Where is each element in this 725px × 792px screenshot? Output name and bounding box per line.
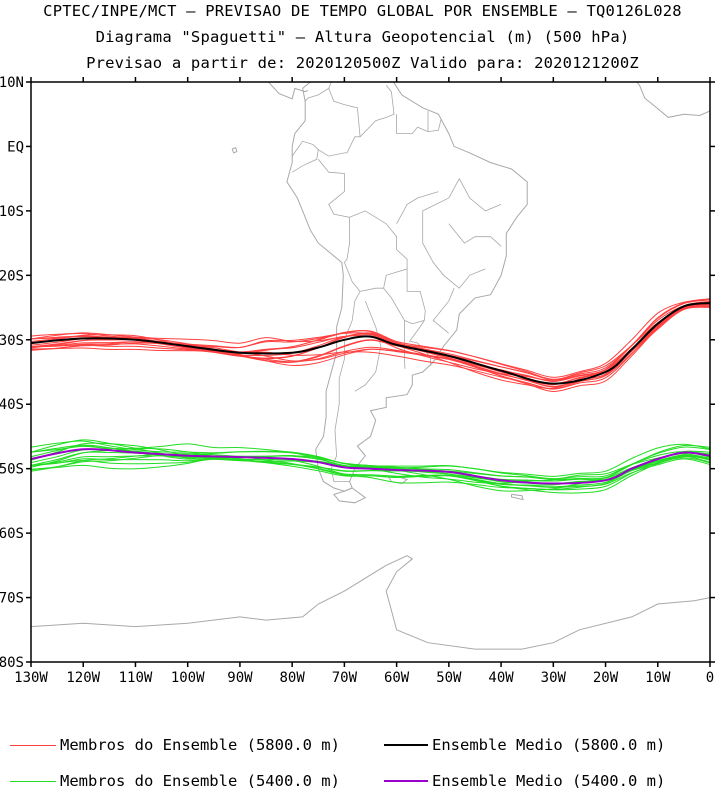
title-line-3: Previsao a partir de: 2020120500Z Valido…: [86, 54, 639, 72]
legend-item: Ensemble Medio (5400.0 m): [384, 771, 665, 791]
plot-frame: [30, 81, 711, 663]
legend-item: Membros do Ensemble (5800.0 m): [10, 735, 340, 755]
ensemble-member-5400-line: [31, 454, 710, 491]
country-border: [448, 223, 502, 247]
country-border: [328, 82, 361, 154]
country-border: [432, 288, 455, 334]
ensemble-member-5800-line: [31, 304, 710, 390]
y-tick-label: 80S: [0, 655, 24, 671]
x-tick-label: 40W: [488, 670, 514, 686]
coastline-tierra-del-fuego: [333, 487, 367, 504]
y-tick-label: 10N: [0, 75, 24, 91]
country-border: [422, 177, 502, 212]
coastline-south-america: [286, 82, 528, 492]
country-border: [304, 88, 329, 102]
ensemble-member-5400-line: [31, 454, 710, 494]
country-border: [427, 119, 442, 132]
y-tick-label: 10S: [0, 204, 24, 220]
ensemble-mean-5400-line: [31, 448, 710, 485]
x-tick-label: 90W: [227, 670, 253, 686]
country-border: [383, 268, 426, 325]
country-border: [318, 149, 347, 157]
country-border: [354, 300, 382, 392]
country-border: [359, 84, 395, 138]
x-tick-label: 80W: [280, 670, 306, 686]
ensemble-member-5400-line: [31, 454, 710, 490]
legend-item: Ensemble Medio (5800.0 m): [384, 735, 665, 755]
country-border: [396, 191, 439, 224]
x-tick-label: 70W: [332, 670, 358, 686]
legend-swatch: [10, 744, 56, 746]
ensemble-member-5400-line: [31, 453, 710, 489]
x-tick-label: 10W: [645, 670, 671, 686]
y-tick-label: 50S: [0, 462, 24, 478]
y-tick-label: 40S: [0, 397, 24, 413]
country-border: [396, 111, 429, 135]
country-border: [317, 159, 351, 263]
ensemble-member-5400-line: [31, 451, 710, 492]
legend-label: Membros do Ensemble (5400.0 m): [60, 772, 340, 790]
x-tick-label: 120W: [66, 670, 100, 686]
ensemble-member-5400-line: [31, 443, 710, 477]
y-tick-label: 30S: [0, 333, 24, 349]
legend-label: Ensemble Medio (5400.0 m): [432, 772, 666, 790]
x-tick-label: 110W: [119, 670, 153, 686]
y-tick-label: 20S: [0, 268, 24, 284]
y-tick-label: 70S: [0, 591, 24, 607]
country-border: [409, 320, 432, 366]
ensemble-means: [31, 302, 710, 485]
legend-swatch: [384, 780, 428, 782]
x-tick-label: 30W: [541, 670, 567, 686]
country-border: [349, 210, 408, 292]
coastline-galapagos: [231, 147, 238, 154]
x-tick-label: 50W: [436, 670, 462, 686]
x-tick-label: 20W: [593, 670, 619, 686]
ensemble-mean-5800-line: [31, 302, 710, 385]
coastline-africa: [636, 82, 710, 118]
coastline-antarctica: [31, 555, 710, 650]
country-border: [422, 210, 486, 289]
legend-label: Ensemble Medio (5800.0 m): [432, 736, 666, 754]
ensemble-members: [31, 298, 710, 494]
x-tick-label: 60W: [384, 670, 410, 686]
y-tick-label: 60S: [0, 526, 24, 542]
x-tick-label: 100W: [171, 670, 205, 686]
legend-label: Membros do Ensemble (5800.0 m): [60, 736, 340, 754]
coastline-central-america: [268, 82, 309, 100]
legend-swatch: [384, 744, 428, 746]
legend-swatch: [10, 780, 56, 782]
y-tick-label: EQ: [7, 139, 24, 155]
coastline-map: [31, 82, 710, 650]
title-line-1: CPTEC/INPE/MCT — PREVISAO DE TEMPO GLOBA…: [43, 2, 682, 20]
ensemble-member-5800-line: [31, 304, 710, 393]
ensemble-member-5800-line: [31, 303, 710, 389]
country-border: [291, 140, 319, 173]
x-tick-label: 130W: [14, 670, 48, 686]
country-border: [330, 262, 361, 483]
legend-item: Membros do Ensemble (5400.0 m): [10, 771, 340, 791]
ensemble-member-5800-line: [31, 299, 710, 378]
ensemble-member-5800-line: [31, 306, 710, 388]
x-tick-label: 0: [706, 670, 714, 686]
coastline-south-georgia: [511, 493, 524, 501]
title-line-2: Diagrama "Spaguetti" — Altura Geopotenci…: [95, 28, 630, 46]
